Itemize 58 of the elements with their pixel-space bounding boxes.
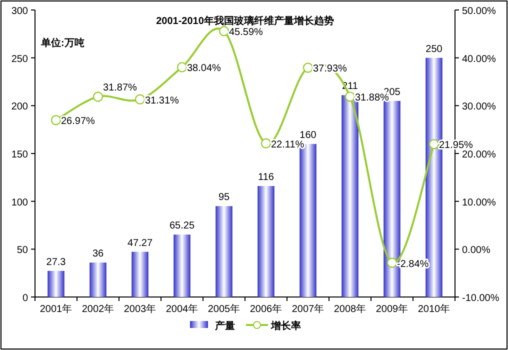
text: 2001-2010年我国玻璃纤维产量增长趋势 [156,15,334,27]
point [218,26,230,36]
x-tick-label: 2001年 [40,303,72,315]
bar [132,252,148,297]
x-tick-label: 2007年 [292,303,324,315]
data-label: 160 [300,130,317,141]
y-tick-label: 200 [11,102,28,113]
data-label: 95 [218,192,230,204]
bar [48,270,64,297]
x-tick-label: 2010年 [418,303,450,315]
annotation: 单位:万吨 [40,37,84,49]
point [92,92,104,102]
x-tick-label: 2002年 [82,303,114,315]
data-label: 116 [258,172,274,184]
point [344,92,356,102]
y-tick-label: 100 [11,197,28,208]
data-label: 47.27 [127,238,153,249]
y2-tick-label: -10.00% [462,293,500,304]
x-tick-label: 2003年 [124,303,156,315]
y2-tick-label: 40.00% [462,54,496,65]
data-label: 27.3 [46,256,66,268]
legend-label: 产量 [214,320,235,332]
x-tick-label: 2004年 [166,303,198,315]
y-tick-label: 150 [11,150,28,160]
data-label: 36 [92,248,104,260]
point [428,139,440,150]
data-label: 38.04% [187,63,222,74]
bar [258,186,274,297]
point [50,115,62,126]
y-tick-label: 50 [16,245,28,256]
data-label: 250 [426,44,443,55]
y-tick-label: 0 [22,293,28,304]
y2-tick-label: 30.00% [462,102,496,113]
bar [174,234,190,297]
point [176,62,188,72]
data-label: 31.31% [145,95,180,106]
y2-tick-label: 20.00% [462,150,496,160]
data-label: 65.25 [169,220,195,232]
data-label: 31.87% [103,82,138,94]
data-label: 26.97% [61,116,96,128]
point [386,258,398,268]
y2-tick-label: 50.00% [462,6,496,17]
bar [90,262,106,297]
point [302,62,314,73]
x-tick-label: 2005年 [208,303,240,315]
y-tick-label: 250 [11,54,28,65]
x-tick-label: 2008年 [334,303,366,315]
data-label: 22.11% [271,139,304,150]
x-tick-label: 2006年 [250,303,282,315]
y2-tick-label: 0.00% [462,245,490,256]
point [260,138,272,149]
data-label: 45.59% [229,27,264,38]
legend-label: 增长率 [270,320,301,332]
bar [216,206,232,297]
point [134,94,146,104]
y2-tick-label: 10.00% [462,197,496,208]
x-tick-label: 2009年 [376,303,408,315]
y-tick-label: 300 [11,6,28,17]
